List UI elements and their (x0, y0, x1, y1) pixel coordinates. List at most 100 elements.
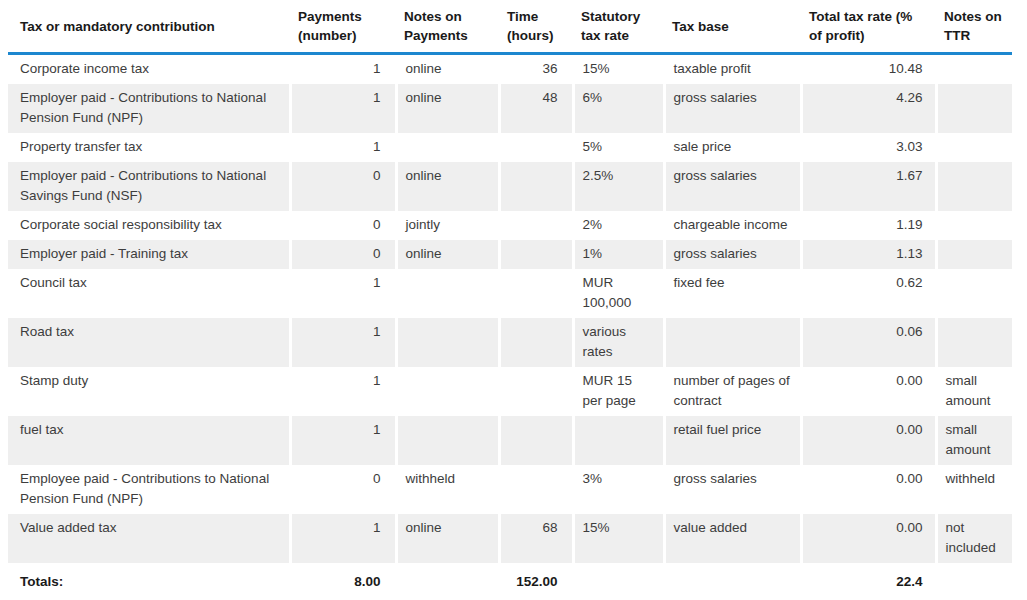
cell-notes-payments (396, 416, 499, 465)
cell-statutory-rate: 1% (573, 240, 664, 269)
cell-tax-base: fixed fee (664, 269, 801, 318)
totals-time: 152.00 (499, 563, 573, 597)
cell-tax: Property transfer tax (8, 133, 290, 162)
cell-time (499, 133, 573, 162)
cell-statutory-rate: 3% (573, 465, 664, 514)
cell-time (499, 211, 573, 240)
cell-ttr: 0.00 (801, 416, 936, 465)
cell-tax-base: gross salaries (664, 162, 801, 211)
cell-tax: Council tax (8, 269, 290, 318)
cell-payments: 0 (290, 211, 396, 240)
column-header-payments: Payments (number) (290, 0, 396, 54)
cell-notes-ttr (936, 133, 1012, 162)
column-header-notes-ttr: Notes on TTR (936, 0, 1012, 54)
cell-ttr: 0.62 (801, 269, 936, 318)
column-header-statutory-rate: Statutory tax rate (573, 0, 664, 54)
cell-ttr: 1.19 (801, 211, 936, 240)
cell-tax-base: gross salaries (664, 84, 801, 133)
cell-payments: 1 (290, 133, 396, 162)
cell-notes-payments: online (396, 54, 499, 85)
cell-statutory-rate: various rates (573, 318, 664, 367)
cell-empty (396, 563, 499, 597)
cell-payments: 1 (290, 269, 396, 318)
cell-payments: 1 (290, 514, 396, 563)
column-header-ttr: Total tax rate (% of profit) (801, 0, 936, 54)
table-row: Employer paid - Contributions to Nationa… (8, 162, 1012, 211)
cell-time: 36 (499, 54, 573, 85)
cell-notes-payments: jointly (396, 211, 499, 240)
cell-tax: Corporate income tax (8, 54, 290, 85)
cell-ttr: 10.48 (801, 54, 936, 85)
table-row: Employer paid - Contributions to Nationa… (8, 84, 1012, 133)
cell-time (499, 465, 573, 514)
table-row: Employer paid - Training tax0online 1%gro… (8, 240, 1012, 269)
totals-payments: 8.00 (290, 563, 396, 597)
column-header-notes-payments: Notes on Payments (396, 0, 499, 54)
cell-payments: 1 (290, 367, 396, 416)
cell-time (499, 240, 573, 269)
table-row: Property transfer tax15%sale price3.03 (8, 133, 1012, 162)
cell-statutory-rate: 15% (573, 514, 664, 563)
totals-ttr: 22.4 (801, 563, 936, 597)
cell-notes-ttr (936, 54, 1012, 85)
cell-time (499, 269, 573, 318)
cell-notes-payments (396, 367, 499, 416)
cell-time (499, 416, 573, 465)
cell-notes-payments: online (396, 162, 499, 211)
cell-time (499, 162, 573, 211)
cell-tax: Employer paid - Training tax (8, 240, 290, 269)
cell-payments: 1 (290, 318, 396, 367)
cell-empty (573, 563, 664, 597)
cell-tax-base: retail fuel price (664, 416, 801, 465)
cell-statutory-rate: 5% (573, 133, 664, 162)
cell-notes-payments: online (396, 84, 499, 133)
cell-tax: Employer paid - Contributions to Nationa… (8, 84, 290, 133)
cell-tax: Stamp duty (8, 367, 290, 416)
cell-notes-payments (396, 269, 499, 318)
cell-time: 48 (499, 84, 573, 133)
cell-payments: 1 (290, 84, 396, 133)
cell-tax: Employee paid - Contributions to Nationa… (8, 465, 290, 514)
cell-empty (936, 563, 1012, 597)
cell-tax-base: sale price (664, 133, 801, 162)
cell-notes-ttr (936, 84, 1012, 133)
paying-taxes-table: Tax or mandatory contribution Payments (… (8, 0, 1012, 597)
table-row: fuel tax1retail fuel price0.00small amou… (8, 416, 1012, 465)
cell-tax: fuel tax (8, 416, 290, 465)
cell-time: 68 (499, 514, 573, 563)
cell-notes-ttr (936, 240, 1012, 269)
cell-ttr: 0.00 (801, 514, 936, 563)
cell-time (499, 367, 573, 416)
cell-payments: 0 (290, 240, 396, 269)
cell-notes-ttr (936, 211, 1012, 240)
cell-tax: Road tax (8, 318, 290, 367)
cell-notes-ttr (936, 269, 1012, 318)
totals-row: Totals: 8.00 152.00 22.4 (8, 563, 1012, 597)
cell-notes-payments: online (396, 240, 499, 269)
column-header-tax-base: Tax base (664, 0, 801, 54)
table-row: Road tax1 various rates 0.06 (8, 318, 1012, 367)
cell-notes-payments: withheld (396, 465, 499, 514)
cell-payments: 1 (290, 416, 396, 465)
cell-notes-ttr (936, 318, 1012, 367)
cell-payments: 0 (290, 162, 396, 211)
table-row: Employee paid - Contributions to Nationa… (8, 465, 1012, 514)
cell-payments: 0 (290, 465, 396, 514)
cell-ttr: 1.13 (801, 240, 936, 269)
cell-notes-ttr: not included (936, 514, 1012, 563)
cell-ttr: 4.26 (801, 84, 936, 133)
column-header-tax: Tax or mandatory contribution (8, 0, 290, 54)
cell-statutory-rate: MUR 15 per page (573, 367, 664, 416)
cell-tax: Employer paid - Contributions to Nationa… (8, 162, 290, 211)
table-header-row: Tax or mandatory contribution Payments (… (8, 0, 1012, 54)
cell-empty (664, 563, 801, 597)
cell-statutory-rate: 2% (573, 211, 664, 240)
cell-statutory-rate: MUR 100,000 (573, 269, 664, 318)
cell-notes-ttr (936, 162, 1012, 211)
cell-ttr: 0.00 (801, 367, 936, 416)
totals-label: Totals: (8, 563, 290, 597)
cell-ttr: 0.06 (801, 318, 936, 367)
table-row: Stamp duty1MUR 15 per pagenumber of page… (8, 367, 1012, 416)
cell-tax-base: gross salaries (664, 240, 801, 269)
table-row: Corporate social responsibility tax0join… (8, 211, 1012, 240)
